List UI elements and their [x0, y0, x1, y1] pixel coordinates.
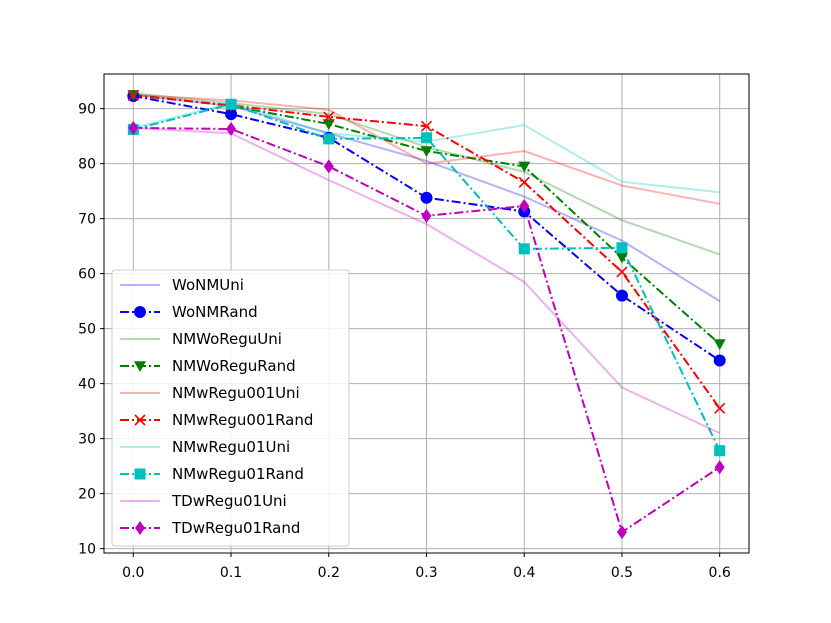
- legend-marker-WoNMRand: [134, 306, 146, 318]
- legend-label: NMwRegu001Uni: [172, 384, 300, 402]
- data-point-NMWoReguRand: [713, 339, 726, 351]
- data-point-NMwRegu01Rand: [421, 132, 432, 144]
- x-tick-label: 0.1: [220, 565, 242, 581]
- legend-label: WoNMRand: [172, 303, 258, 321]
- data-point-WoNMRand: [713, 354, 726, 367]
- x-marker-stroke: [420, 120, 433, 132]
- legend-marker-NMwRegu001Rand: [134, 414, 146, 426]
- data-point-NMWoReguRand: [615, 252, 628, 264]
- legend-marker-NMWoReguRand: [134, 361, 146, 372]
- legend-label: NMWoReguRand: [172, 357, 296, 375]
- data-point-NMwRegu001Rand: [323, 111, 335, 123]
- y-tick-label: 60: [78, 267, 96, 283]
- y-tick-label: 80: [78, 157, 96, 173]
- data-point-TDwRegu01Rand: [616, 525, 627, 540]
- data-point-NMwRegu01Rand: [225, 98, 237, 110]
- series-markers: [127, 89, 726, 540]
- x-tick-label: 0.0: [122, 565, 144, 581]
- legend-label: NMWoReguUni: [172, 330, 282, 348]
- data-point-NMWoReguRand: [420, 146, 433, 157]
- y-tick-label: 70: [78, 212, 96, 228]
- data-point-TDwRegu01Rand: [323, 159, 334, 174]
- x-tick-label: 0.2: [318, 565, 340, 581]
- y-tick-label: 10: [78, 542, 96, 558]
- data-point-TDwRegu01Rand: [128, 120, 139, 135]
- x-marker-stroke: [323, 111, 335, 123]
- data-point-NMwRegu001Rand: [518, 176, 530, 188]
- legend-label: TDwRegu01Rand: [171, 519, 300, 537]
- x-marker-stroke: [518, 176, 530, 188]
- data-point-NMwRegu01Rand: [616, 242, 628, 254]
- legend-label: TDwRegu01Uni: [171, 492, 287, 510]
- data-point-NMWoReguRand: [322, 119, 335, 131]
- legend-marker-TDwRegu01Rand: [135, 521, 145, 535]
- x-tick-label: 0.4: [513, 565, 535, 581]
- data-point-TDwRegu01Rand: [519, 198, 530, 213]
- data-point-WoNMRand: [615, 289, 628, 302]
- data-point-NMWoReguRand: [518, 161, 531, 173]
- x-tick-label: 0.3: [415, 565, 437, 581]
- data-point-WoNMRand: [225, 108, 238, 121]
- x-marker-stroke: [127, 89, 139, 102]
- data-point-NMwRegu01Rand: [323, 133, 335, 145]
- x-marker-stroke: [134, 414, 146, 426]
- legend-label: NMwRegu01Uni: [172, 438, 290, 456]
- x-marker-stroke: [616, 266, 628, 278]
- y-tick-label: 20: [78, 487, 96, 503]
- legend-box: [111, 269, 350, 547]
- data-point-TDwRegu01Rand: [226, 121, 237, 136]
- data-point-NMwRegu001Rand: [420, 120, 433, 132]
- x-axis: 0.0 0.1 0.2 0.3 0.4 0.5 0.6: [122, 553, 731, 581]
- data-point-NMwRegu001Rand: [616, 266, 628, 278]
- x-marker-stroke: [714, 402, 726, 414]
- legend-label: NMwRegu01Rand: [172, 465, 304, 483]
- data-point-WoNMRand: [420, 191, 433, 204]
- data-point-TDwRegu01Rand: [421, 208, 432, 223]
- data-point-NMwRegu001Rand: [127, 89, 139, 102]
- y-tick-label: 90: [78, 102, 96, 118]
- legend-label: NMwRegu001Rand: [172, 411, 313, 429]
- data-point-NMwRegu01Rand: [714, 445, 726, 457]
- y-tick-label: 50: [78, 322, 96, 338]
- legend: WoNMUni WoNMRand NMWoReguUni NMWoReguRand NM…: [111, 269, 350, 547]
- data-point-TDwRegu01Rand: [714, 460, 725, 475]
- y-tick-label: 30: [78, 432, 96, 448]
- x-tick-label: 0.5: [611, 565, 633, 581]
- data-point-NMwRegu001Rand: [714, 402, 726, 414]
- y-axis: 10 20 30 40 50 60 70 80 90: [78, 102, 104, 558]
- legend-marker-NMwRegu01Rand: [134, 468, 146, 480]
- y-tick-label: 40: [78, 377, 96, 393]
- legend-label: WoNMUni: [172, 276, 244, 294]
- x-tick-label: 0.6: [709, 565, 731, 581]
- data-point-NMwRegu01Rand: [518, 243, 530, 255]
